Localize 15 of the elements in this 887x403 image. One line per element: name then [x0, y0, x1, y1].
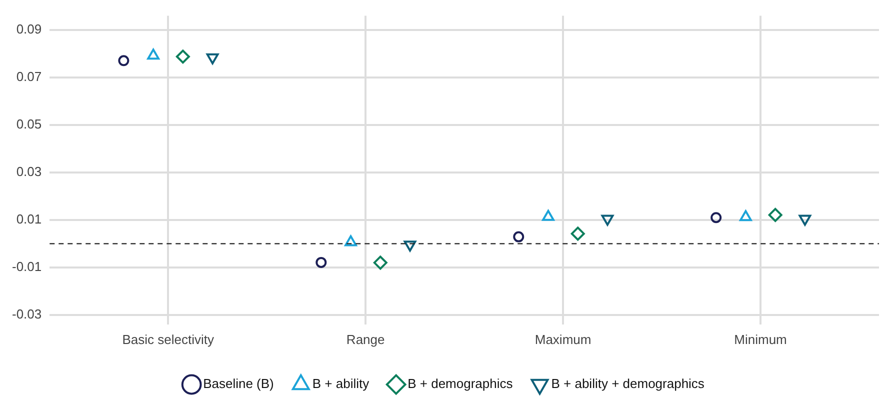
y-tick-label: 0.05	[16, 116, 42, 132]
x-tick-label: Basic selectivity	[122, 332, 214, 347]
y-tick-label: -0.03	[12, 306, 42, 322]
legend-label: Baseline (B)	[203, 376, 274, 392]
legend-label: B + ability + demographics	[551, 376, 705, 392]
y-tick-label: -0.01	[12, 259, 42, 274]
y-tick-label: 0.03	[16, 164, 42, 180]
legend-label: B + demographics	[408, 376, 514, 392]
y-tick-label: 0.07	[16, 69, 42, 84]
x-tick-label: Range	[346, 332, 385, 347]
x-tick-label: Minimum	[734, 332, 787, 347]
x-tick-label: Maximum	[534, 332, 592, 347]
legend-label: B + ability	[312, 376, 370, 392]
y-tick-label: 0.01	[16, 212, 42, 227]
y-tick-label: 0.09	[16, 22, 42, 37]
